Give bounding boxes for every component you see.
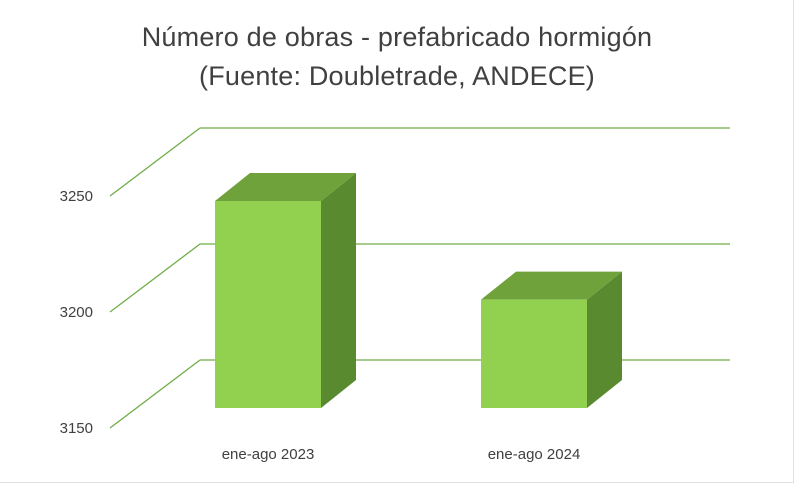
bar-top bbox=[481, 271, 622, 300]
bar-top bbox=[215, 173, 356, 201]
y-tick-label: 3250 bbox=[60, 188, 93, 205]
chart-subtitle: (Fuente: Doubletrade, ANDECE) bbox=[199, 61, 595, 91]
bar-side bbox=[587, 271, 622, 408]
bar bbox=[215, 201, 321, 408]
y-tick-label: 3200 bbox=[60, 304, 93, 321]
x-tick-label: ene-ago 2024 bbox=[488, 446, 581, 463]
x-tick-label: ene-ago 2023 bbox=[222, 446, 315, 463]
chart-title: Número de obras - prefabricado hormigón bbox=[141, 22, 653, 52]
gridline-diagonal bbox=[109, 243, 201, 313]
gridline-diagonal bbox=[109, 127, 201, 197]
bar-side bbox=[321, 173, 356, 408]
gridline-diagonal bbox=[109, 359, 201, 429]
y-tick-label: 3150 bbox=[60, 420, 93, 437]
bar bbox=[481, 299, 587, 408]
